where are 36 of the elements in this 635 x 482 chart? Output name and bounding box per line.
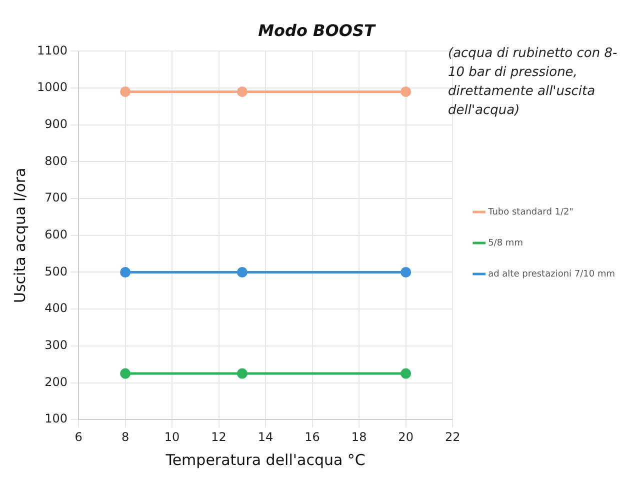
y-tick-label: 800	[44, 154, 68, 168]
point	[120, 266, 131, 278]
x-tick-label: 22	[444, 430, 460, 444]
y-tick-label: 400	[44, 301, 68, 316]
chart-title: Modo BOOST	[258, 20, 376, 40]
y-tick-label: 200	[44, 374, 68, 389]
point	[400, 368, 412, 379]
x-tick-label: 12	[211, 430, 226, 444]
y-tick-label: 600	[44, 228, 68, 242]
x-tick-label: 20	[398, 430, 414, 444]
y-tick-label: 1100	[36, 43, 68, 58]
legend-label: Tubo standard 1/2"	[487, 207, 574, 218]
point	[400, 86, 412, 97]
x-tick-label: 14	[258, 430, 274, 444]
point	[400, 266, 412, 278]
legend-label: ad alte prestazioni 7/10 mm	[488, 269, 616, 280]
y-tick-label: 100	[44, 412, 68, 426]
x-tick-label: 10	[164, 430, 180, 444]
y-tick-label: 500	[44, 264, 68, 278]
annotation: (acqua di rubinetto con 8-10 bar di pressione, direttamente all'uscita dell'acqua)	[448, 45, 618, 120]
y-axis-title: Uscita acqua l/ora	[10, 168, 29, 304]
x-tick-label: 6	[74, 430, 82, 444]
y-tick-label: 700	[44, 190, 68, 205]
x-tick-label: 18	[351, 430, 367, 444]
point	[236, 368, 248, 379]
y-tick-label: 900	[44, 117, 68, 132]
point	[236, 266, 248, 278]
x-tick-label: 16	[304, 430, 320, 444]
point	[120, 368, 131, 379]
legend-label: 5/8 mm	[488, 238, 523, 248]
y-tick-label: 1000	[36, 80, 68, 94]
y-tick-label: 300	[44, 338, 68, 352]
x-tick-label: 8	[121, 430, 130, 444]
x-axis-title: Temperatura dell'acqua °C	[164, 450, 366, 469]
point	[120, 86, 131, 97]
point	[236, 86, 248, 97]
